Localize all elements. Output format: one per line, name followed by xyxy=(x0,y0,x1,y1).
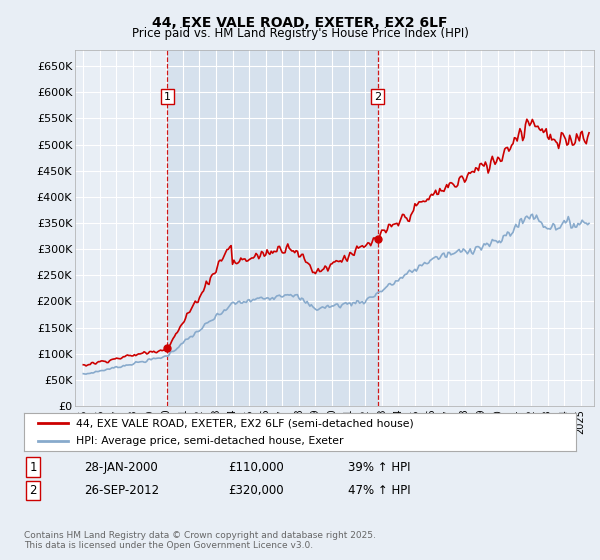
Text: 39% ↑ HPI: 39% ↑ HPI xyxy=(348,460,410,474)
Text: 44, EXE VALE ROAD, EXETER, EX2 6LF (semi-detached house): 44, EXE VALE ROAD, EXETER, EX2 6LF (semi… xyxy=(76,418,414,428)
Text: 44, EXE VALE ROAD, EXETER, EX2 6LF: 44, EXE VALE ROAD, EXETER, EX2 6LF xyxy=(152,16,448,30)
Text: 2: 2 xyxy=(29,484,37,497)
Bar xyxy=(167,50,377,406)
Text: HPI: Average price, semi-detached house, Exeter: HPI: Average price, semi-detached house,… xyxy=(76,436,344,446)
Text: 26-SEP-2012: 26-SEP-2012 xyxy=(84,484,159,497)
Text: Price paid vs. HM Land Registry's House Price Index (HPI): Price paid vs. HM Land Registry's House … xyxy=(131,27,469,40)
Text: Contains HM Land Registry data © Crown copyright and database right 2025.
This d: Contains HM Land Registry data © Crown c… xyxy=(24,530,376,550)
Text: 1: 1 xyxy=(164,92,171,101)
Text: 2: 2 xyxy=(374,92,381,101)
Text: 47% ↑ HPI: 47% ↑ HPI xyxy=(348,484,410,497)
Text: £320,000: £320,000 xyxy=(228,484,284,497)
Text: 1: 1 xyxy=(29,460,37,474)
Text: £110,000: £110,000 xyxy=(228,460,284,474)
Text: 28-JAN-2000: 28-JAN-2000 xyxy=(84,460,158,474)
